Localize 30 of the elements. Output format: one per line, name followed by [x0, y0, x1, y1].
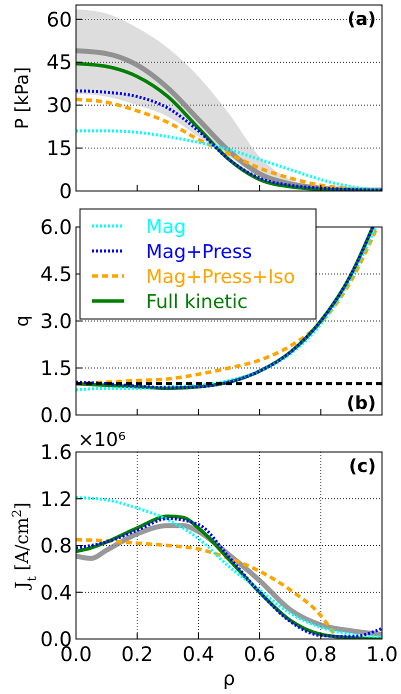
text: ×10⁶ [78, 429, 126, 451]
text: (b) [346, 393, 376, 414]
x-tick-label: 1.0 [366, 642, 398, 666]
y-tick-label: 0.4 [40, 580, 72, 604]
y-axis-title: q [12, 315, 33, 327]
y-tick-label: 1.2 [40, 486, 72, 511]
x-tick-label: 0.8 [304, 642, 337, 666]
y-tick-label: 6.0 [40, 215, 72, 239]
x-tick-label: 0.2 [121, 642, 154, 666]
legend-label: Full kinetic [146, 291, 248, 313]
y-tick-label: 60 [46, 7, 72, 32]
y-tick-label: 30 [46, 93, 72, 118]
y-tick-label: 0 [59, 179, 72, 203]
y-tick-label: 15 [46, 136, 72, 160]
chart-title: (a) [347, 9, 376, 30]
y-tick-label: 0.8 [40, 534, 72, 558]
legend-label: Mag+Press+Iso [146, 266, 296, 288]
y-tick-label: 1.6 [40, 440, 72, 464]
y-tick-label: 3.0 [40, 309, 72, 333]
y-axis-title: P [kPa] [12, 66, 33, 130]
legend-label: Mag [146, 216, 186, 238]
y-tick-label: 0.0 [40, 403, 72, 427]
x-axis-title: ρ [222, 668, 236, 690]
y-tick-label: 1.5 [40, 356, 72, 380]
x-tick-label: 0.6 [244, 642, 276, 666]
y-tick-label: 4.5 [40, 262, 72, 286]
legend-label: Mag+Press [146, 241, 252, 263]
chart-title: (c) [348, 456, 376, 477]
y-tick-label: 45 [46, 50, 72, 74]
x-tick-label: 0.4 [182, 642, 214, 666]
